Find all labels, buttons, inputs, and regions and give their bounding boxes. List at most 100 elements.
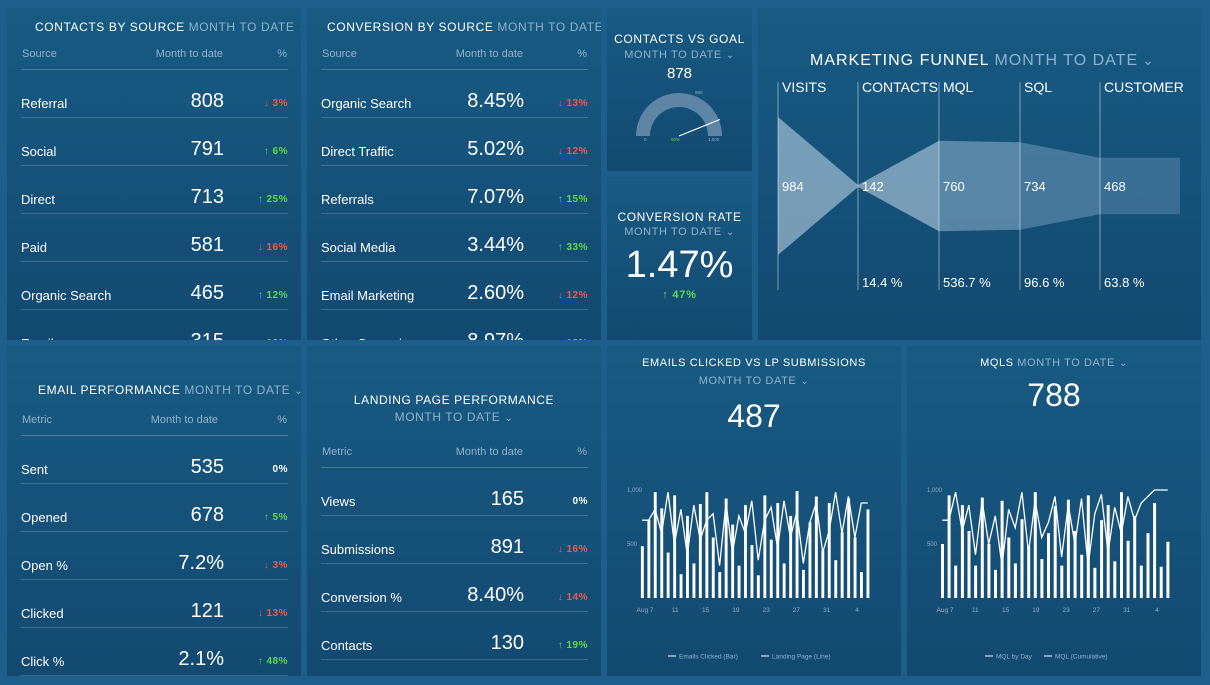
goal-value: 878 xyxy=(666,65,693,82)
funnel-stage-rate: 96.6 % xyxy=(1024,275,1065,290)
row-value: 165 xyxy=(426,467,524,516)
row-label: Direct xyxy=(21,165,126,214)
row-value: 315 xyxy=(126,309,224,340)
chart-bar xyxy=(853,537,857,598)
y-tick-label: 500 xyxy=(627,542,638,548)
x-tick-label: 23 xyxy=(762,607,770,614)
email-performance-table: Metric Month to date % Sent 535 0% Opened 67… xyxy=(21,405,288,676)
period-selector[interactable]: MONTH TO DATE⌄ xyxy=(624,226,735,238)
row-change: 0% xyxy=(524,467,588,516)
x-tick-label: 15 xyxy=(702,607,710,614)
row-change: ↓ 3% xyxy=(224,531,288,580)
chart-bar xyxy=(1060,565,1064,598)
row-value: 713 xyxy=(126,165,224,214)
chart-bar xyxy=(718,572,722,598)
row-change: ↓ 16% xyxy=(524,515,588,564)
chart-bar xyxy=(653,492,657,598)
chart-bar xyxy=(941,544,944,598)
period-selector[interactable]: MONTH TO DATE⌄ xyxy=(184,383,301,397)
panel-title: CONTACTS BY SOURCE xyxy=(35,20,185,34)
chart-bar xyxy=(763,495,767,598)
column-header-pct: % xyxy=(524,39,588,70)
chart-bar xyxy=(1159,566,1163,598)
x-tick-label: 15 xyxy=(1002,607,1010,614)
chevron-down-icon: ⌄ xyxy=(725,227,735,238)
chart-bar xyxy=(756,575,760,598)
period-selector[interactable]: MONTH TO DATE⌄ xyxy=(698,375,810,387)
table-row: Email Marketing 2.60% ↓ 12% xyxy=(321,261,588,310)
row-label: Email xyxy=(21,309,126,340)
chart-bar xyxy=(960,505,964,598)
row-label: Organic Search xyxy=(321,69,426,118)
period-selector[interactable]: MONTH TO DATE⌄ xyxy=(394,410,514,424)
column-header-month: Month to date xyxy=(107,405,224,436)
row-label: Email Marketing xyxy=(321,261,426,310)
y-tick-label: 1,000 xyxy=(927,488,943,494)
chart-bar xyxy=(1093,567,1097,598)
table-body: Referral 808 ↓ 3% Social 791 ↑ 6% Direct 713 ↑ 2… xyxy=(21,69,288,340)
row-label: Organic Search xyxy=(21,261,126,310)
funnel-title-row: MARKETING FUNNEL MONTH TO DATE ⌄ xyxy=(810,52,1155,70)
funnel-stage-name: CONTACTS xyxy=(862,79,938,95)
chart-bar xyxy=(769,539,773,598)
row-label: Views xyxy=(321,467,426,516)
chevron-down-icon: ⌄ xyxy=(504,413,514,424)
row-value: 465 xyxy=(126,261,224,310)
table-row: Direct 713 ↑ 25% xyxy=(21,165,288,214)
mqls-title-row: MQLS MONTH TO DATE ⌄ xyxy=(907,357,1201,369)
period-selector[interactable]: MONTH TO DATE⌄ xyxy=(624,49,735,61)
period-selector[interactable]: MONTH TO DATE⌄ xyxy=(994,52,1155,69)
row-change: ↓ 12% xyxy=(524,117,588,166)
conversion-rate-change: ↑ 47% xyxy=(662,289,697,301)
mqls-value: 788 xyxy=(1027,377,1081,413)
chart-bar xyxy=(1166,541,1170,598)
row-value: 2.60% xyxy=(426,261,524,310)
funnel-stage-rate: 63.8 % xyxy=(1104,275,1145,290)
row-change: ↑ 33% xyxy=(524,213,588,262)
chart-bar xyxy=(827,503,831,598)
panel-title: CONTACTS VS GOAL xyxy=(614,32,745,46)
conversion-by-source-panel: CONVERSION BY SOURCE MONTH TO DATE⌄ Sour… xyxy=(307,8,601,340)
period-selector[interactable]: MONTH TO DATE⌄ xyxy=(1017,357,1128,369)
chart-bar xyxy=(860,572,863,598)
mqls-chart: 1,000 500 Aug 7 11 15 19 23 27 31 4 MQL by Day MQL … xyxy=(927,488,1170,661)
legend-label: Emails Clicked (Bar) xyxy=(679,654,738,661)
chart-line xyxy=(942,489,1168,566)
landing-page-panel: LANDING PAGE PERFORMANCE MONTH TO DATE ⌄ … xyxy=(307,346,601,676)
panel-title: LANDING PAGE PERFORMANCE xyxy=(353,393,555,407)
chart-bar xyxy=(834,560,838,598)
funnel-segment xyxy=(939,140,1020,232)
row-change: ↓ 3% xyxy=(224,69,288,118)
conversion-rate-value: 1.47% xyxy=(625,244,734,286)
funnel-stage-name: SQL xyxy=(1024,79,1052,95)
row-value: 130 xyxy=(426,611,524,660)
table-body: Organic Search 8.45% ↓ 13% Direct Traffic 5.… xyxy=(321,69,588,340)
row-change: ↑ 6% xyxy=(224,117,288,166)
chevron-down-icon: ⌄ xyxy=(294,386,301,397)
chart-bar xyxy=(1027,546,1031,598)
chart-bar xyxy=(1133,515,1137,598)
row-label: Open % xyxy=(21,531,107,580)
gauge-track xyxy=(636,93,722,136)
panel-title: CONVERSION BY SOURCE xyxy=(327,20,494,34)
period-selector[interactable]: MONTH TO DATE⌄ xyxy=(497,20,601,34)
chart-bar xyxy=(776,503,780,598)
chart-bar xyxy=(782,563,786,598)
column-header-pct: % xyxy=(224,405,288,436)
chart-bar xyxy=(647,520,651,598)
gauge-needle xyxy=(678,118,721,137)
emails-vs-lp-chart: 1,000 500 Aug 7 11 15 19 23 27 31 4 Emails Clicked… xyxy=(627,488,870,661)
chart-bar xyxy=(744,505,747,598)
chart-bar xyxy=(737,565,741,598)
table-body: Views 165 0% Submissions 891 ↓ 16% Conversion … xyxy=(321,467,588,660)
funnel-chart: VISITS 984 CONTACTS 142 14.4 % MQL 760 536.7 % S… xyxy=(777,79,1184,290)
period-selector[interactable]: MONTH TO DATE⌄ xyxy=(189,20,301,34)
chart-bar xyxy=(731,524,735,598)
row-change: ↑ 18% xyxy=(524,309,588,340)
row-change: ↑ 25% xyxy=(224,165,288,214)
column-header-month: Month to date xyxy=(426,437,524,468)
row-label: Direct Traffic xyxy=(321,117,426,166)
row-label: Opened xyxy=(21,483,107,532)
funnel-stage-value: 984 xyxy=(782,179,804,194)
chevron-down-icon: ⌄ xyxy=(1118,358,1128,369)
